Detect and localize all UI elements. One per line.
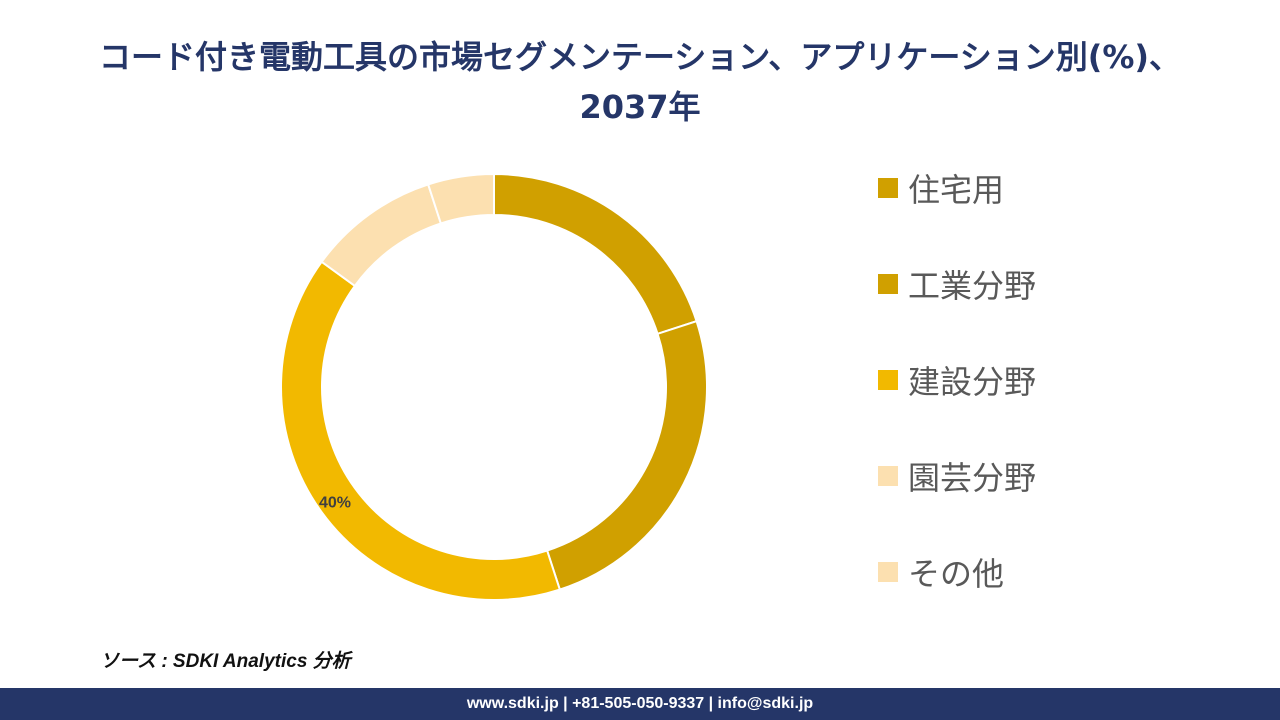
- legend-label: 住宅用: [908, 171, 1005, 209]
- chart-title-line-2: 2037年: [579, 88, 701, 126]
- legend-item-5: その他: [878, 548, 1258, 596]
- chart-legend: 住宅用工業分野建設分野園芸分野その他: [878, 164, 1258, 644]
- legend-item-4: 園芸分野: [878, 452, 1258, 500]
- legend-item-1: 住宅用: [878, 164, 1258, 212]
- source-note: ソース : SDKI Analytics 分析: [100, 651, 351, 672]
- legend-label: 工業分野: [908, 267, 1037, 305]
- legend-swatch: [878, 466, 898, 486]
- legend-label: 建設分野: [908, 363, 1037, 401]
- donut-slice-2: [545, 319, 708, 591]
- donut-slice-4: [320, 183, 443, 288]
- legend-label: 園芸分野: [908, 459, 1037, 497]
- legend-swatch: [878, 274, 898, 294]
- chart-title-line-1: コード付き電動工具の市場セグメンテーション、アプリケーション別(%)、: [98, 38, 1182, 76]
- legend-swatch: [878, 370, 898, 390]
- legend-swatch: [878, 562, 898, 582]
- legend-item-3: 建設分野: [878, 356, 1258, 404]
- donut-slice-3: [280, 260, 562, 601]
- footer-contact-bar: www.sdki.jp | +81-505-050-9337 | info@sd…: [0, 688, 1280, 720]
- legend-label: その他: [908, 555, 1005, 593]
- donut-slice-1: [493, 172, 698, 336]
- legend-item-2: 工業分野: [878, 260, 1258, 308]
- legend-swatch: [878, 178, 898, 198]
- data-label-3: 40%: [319, 494, 351, 511]
- chart-title: コード付き電動工具の市場セグメンテーション、アプリケーション別(%)、 2037…: [0, 32, 1280, 132]
- donut-slice-5: [426, 172, 495, 225]
